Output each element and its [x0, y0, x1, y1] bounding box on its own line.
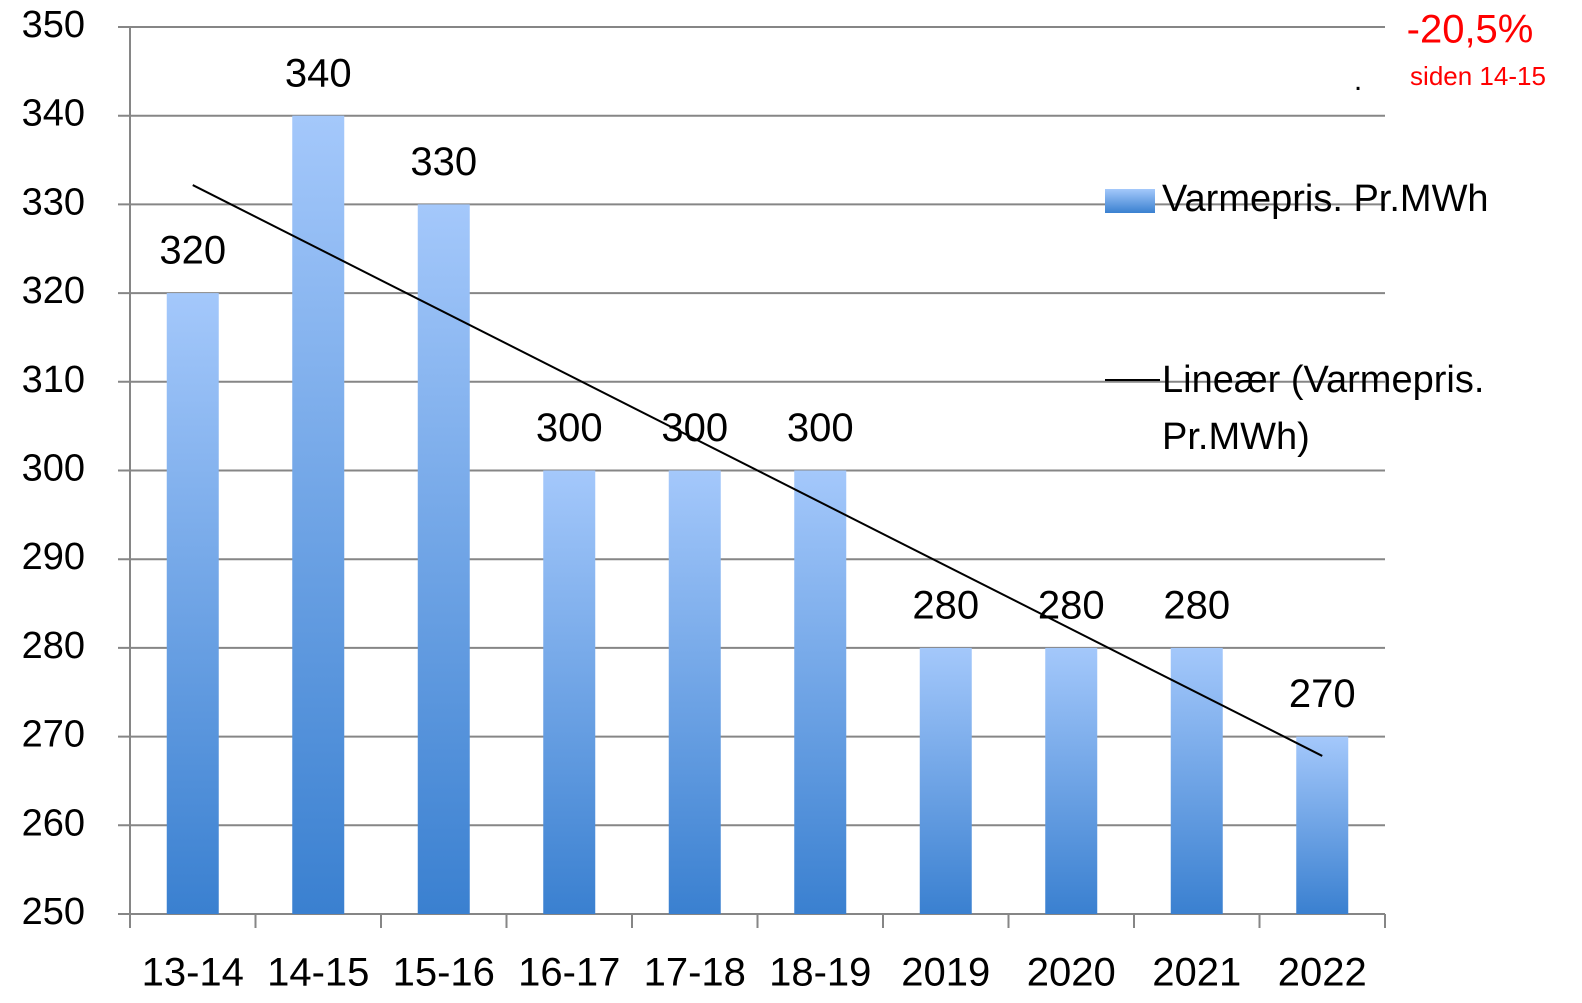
- y-tick-label: 300: [22, 448, 85, 490]
- bar: [794, 470, 847, 914]
- x-tick-label: 17-18: [644, 951, 746, 995]
- value-label: 330: [410, 140, 477, 184]
- x-tick-label: 14-15: [267, 951, 369, 995]
- bar: [417, 204, 470, 914]
- y-tick-label: 280: [22, 625, 85, 667]
- legend-label: Varmepris. Pr.MWh: [1162, 178, 1489, 220]
- value-label: 300: [536, 406, 603, 450]
- y-tick-label: 330: [22, 181, 85, 223]
- y-tick-label: 260: [22, 802, 85, 844]
- x-tick-label: 15-16: [393, 951, 495, 995]
- value-label: 270: [1289, 672, 1356, 716]
- x-tick-label: 2020: [1027, 951, 1116, 995]
- y-tick-label: 270: [22, 714, 85, 756]
- value-label: 280: [912, 583, 979, 627]
- trend-legend-label: Lineær (Varmepris. Pr.MWh): [1162, 359, 1485, 458]
- y-tick-label: 310: [22, 359, 85, 401]
- bar: [919, 647, 972, 914]
- annotation: siden 14-15: [1410, 61, 1546, 91]
- value-label: 280: [1038, 583, 1105, 627]
- y-tick-label: 320: [22, 270, 85, 312]
- annotation: -20,5%: [1407, 8, 1534, 52]
- legend-swatch: [1105, 189, 1155, 213]
- value-label: 300: [787, 406, 854, 450]
- y-tick-label: 340: [22, 93, 85, 135]
- x-tick-label: 16-17: [518, 951, 620, 995]
- value-label: 340: [285, 51, 352, 95]
- x-tick-label: 13-14: [142, 951, 244, 995]
- x-tick-label: 2019: [901, 951, 990, 995]
- bar: [1170, 647, 1223, 914]
- bar: [668, 470, 721, 914]
- annotation: .: [1354, 64, 1362, 97]
- y-tick-label: 290: [22, 536, 85, 578]
- y-tick-label: 350: [22, 4, 85, 46]
- x-tick-label: 2022: [1278, 951, 1367, 995]
- trendline: [192, 184, 1323, 757]
- bar: [292, 115, 345, 914]
- bar: [543, 470, 596, 914]
- x-tick-label: 2021: [1152, 951, 1241, 995]
- y-tick-label: 250: [22, 891, 85, 933]
- bar: [1045, 647, 1098, 914]
- bar: [166, 293, 219, 915]
- bar: [1296, 736, 1349, 914]
- x-tick-label: 18-19: [769, 951, 871, 995]
- value-label: 280: [1163, 583, 1230, 627]
- value-label: 320: [159, 229, 226, 273]
